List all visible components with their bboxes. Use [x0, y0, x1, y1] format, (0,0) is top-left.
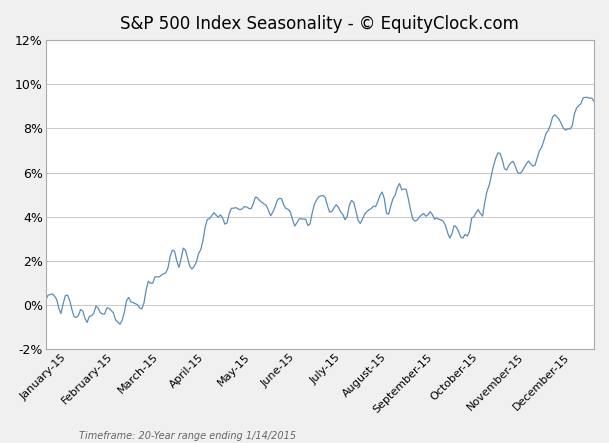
Title: S&P 500 Index Seasonality - © EquityClock.com: S&P 500 Index Seasonality - © EquityCloc… — [121, 15, 519, 33]
Text: Timeframe: 20-Year range ending 1/14/2015: Timeframe: 20-Year range ending 1/14/201… — [79, 431, 297, 441]
